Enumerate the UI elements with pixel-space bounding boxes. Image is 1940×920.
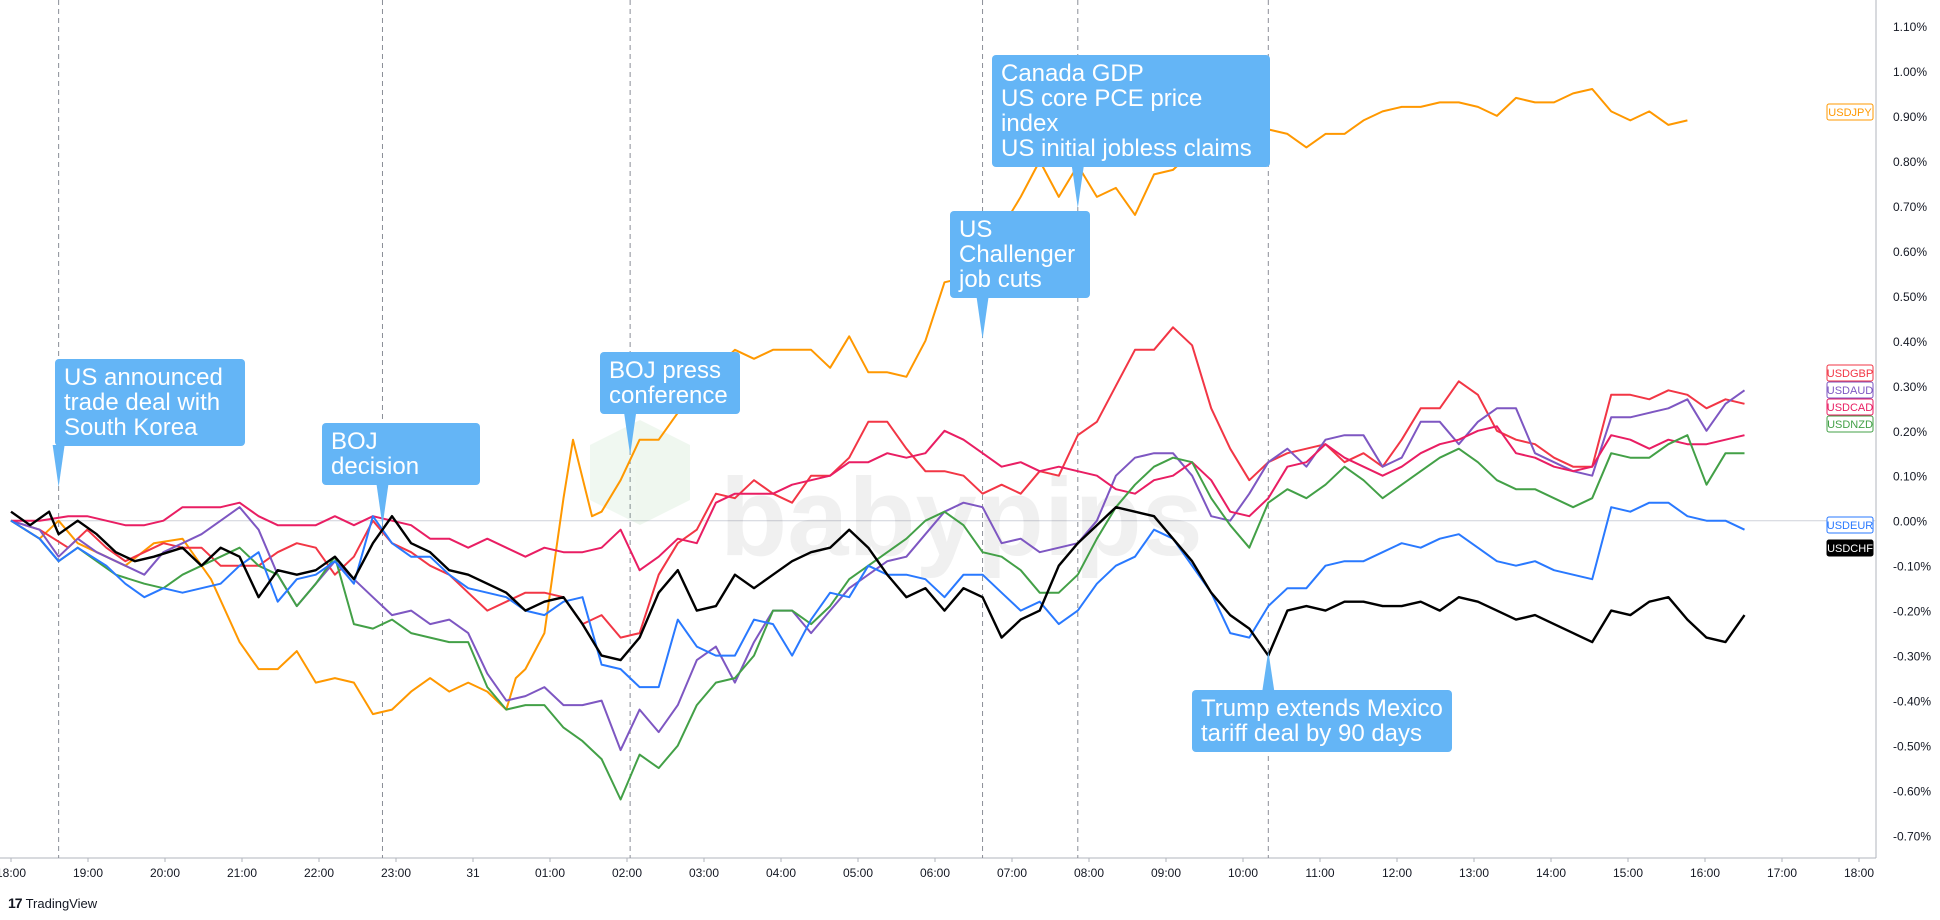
y-tick-label: 0.00% (1893, 515, 1927, 529)
y-tick-label: 0.50% (1893, 290, 1927, 304)
x-tick-label: 11:00 (1305, 866, 1334, 880)
x-tick-label: 05:00 (843, 866, 873, 880)
x-tick-label: 01:00 (535, 866, 565, 880)
tradingview-icon: 17 (8, 895, 23, 911)
x-tick-label: 15:00 (1613, 866, 1643, 880)
series-line-usdnzd (10, 434, 1745, 801)
x-tick-label: 06:00 (920, 866, 950, 880)
y-tick-label: 0.30% (1893, 380, 1927, 394)
y-tick-label: 0.80% (1893, 155, 1927, 169)
annotation-pointer (376, 484, 389, 526)
tradingview-brand: TradingView (25, 895, 98, 911)
annotation-pointer (1071, 166, 1084, 208)
annotation-pointer (624, 413, 637, 455)
axis-label-text: USDJPY (1828, 107, 1872, 119)
y-tick-label: -0.30% (1893, 650, 1931, 664)
y-tick-label: -0.70% (1893, 830, 1931, 844)
annotation-callout: US Challenger job cuts (950, 211, 1090, 298)
axis-label-text: USDNZD (1827, 419, 1873, 431)
axis-label-usdgbp: USDGBP (1826, 364, 1874, 382)
y-tick-label: -0.50% (1893, 740, 1931, 754)
x-tick-label: 07:00 (997, 866, 1027, 880)
x-tick-label: 31 (466, 866, 480, 880)
annotation-callout: US announced trade deal with South Korea (55, 359, 245, 446)
y-tick-label: -0.20% (1893, 605, 1931, 619)
watermark-icon (590, 420, 690, 525)
axis-label-box (1826, 415, 1874, 433)
x-tick-label: 04:00 (766, 866, 796, 880)
axis-label-text: USDEUR (1827, 520, 1874, 532)
axis-label-box (1826, 103, 1874, 121)
axis-label-text: USDGBP (1827, 368, 1873, 380)
x-tick-label: 16:00 (1690, 866, 1720, 880)
x-tick-label: 13:00 (1459, 866, 1489, 880)
annotation-callout: BOJ press conference (600, 352, 740, 414)
y-tick-label: 0.60% (1893, 245, 1927, 259)
y-tick-label: 0.40% (1893, 335, 1927, 349)
x-tick-label: 21:00 (227, 866, 257, 880)
y-tick-label: -0.60% (1893, 785, 1931, 799)
x-tick-label: 02:00 (612, 866, 642, 880)
x-tick-label: 10:00 (1228, 866, 1258, 880)
x-tick-label: 08:00 (1074, 866, 1104, 880)
x-tick-label: 17:00 (1767, 866, 1797, 880)
x-tick-label: 18:00 (0, 866, 26, 880)
x-tick-label: 12:00 (1382, 866, 1412, 880)
x-tick-label: 20:00 (150, 866, 180, 880)
axis-label-usdaud: USDAUD (1826, 381, 1874, 399)
x-tick-label: 14:00 (1536, 866, 1566, 880)
axis-label-text: USDCHF (1827, 543, 1873, 555)
axis-label-usdchf: USDCHF (1826, 539, 1874, 557)
annotation-callout: Canada GDP US core PCE price index US in… (992, 55, 1270, 167)
annotation-callout: BOJ decision (322, 423, 480, 485)
annotation-pointer (1262, 651, 1275, 691)
x-tick-label: 18:00 (1844, 866, 1874, 880)
axis-label-text: USDAUD (1827, 385, 1874, 397)
series-line-usdcad (11, 425, 1745, 572)
axis-label-usdcad: USDCAD (1826, 398, 1874, 416)
axis-label-usdnzd: USDNZD (1826, 415, 1874, 433)
axis-label-usdeur: USDEUR (1826, 516, 1874, 534)
tradingview-logo[interactable]: 17 TradingView (8, 895, 97, 911)
annotation-pointer (52, 445, 65, 487)
axis-label-box (1826, 516, 1874, 534)
axis-label-box (1826, 539, 1874, 557)
x-tick-label: 19:00 (73, 866, 103, 880)
y-tick-label: 0.10% (1893, 470, 1927, 484)
x-tick-label: 23:00 (381, 866, 411, 880)
y-tick-label: 1.10% (1893, 20, 1927, 34)
annotation-callout: Trump extends Mexico tariff deal by 90 d… (1192, 690, 1452, 752)
series-line-usdgbp (10, 326, 1745, 639)
series-line-usdchf (10, 506, 1746, 662)
x-tick-label: 09:00 (1151, 866, 1181, 880)
y-tick-label: -0.10% (1893, 560, 1931, 574)
y-tick-label: -0.40% (1893, 695, 1931, 709)
y-tick-label: 0.90% (1893, 110, 1927, 124)
axis-label-text: USDCAD (1827, 402, 1874, 414)
babypips-watermark: babypips (590, 420, 1203, 579)
annotation-pointer (976, 297, 989, 339)
y-tick-label: 0.20% (1893, 425, 1927, 439)
axis-label-usdjpy: USDJPY (1826, 103, 1874, 121)
y-tick-label: 1.00% (1893, 65, 1927, 79)
x-tick-label: 03:00 (689, 866, 719, 880)
axis-label-box (1826, 364, 1874, 382)
x-tick-label: 22:00 (304, 866, 334, 880)
axis-label-box (1826, 381, 1874, 399)
y-tick-label: 0.70% (1893, 200, 1927, 214)
axis-label-box (1826, 398, 1874, 416)
series-line-usdjpy (10, 88, 1688, 716)
